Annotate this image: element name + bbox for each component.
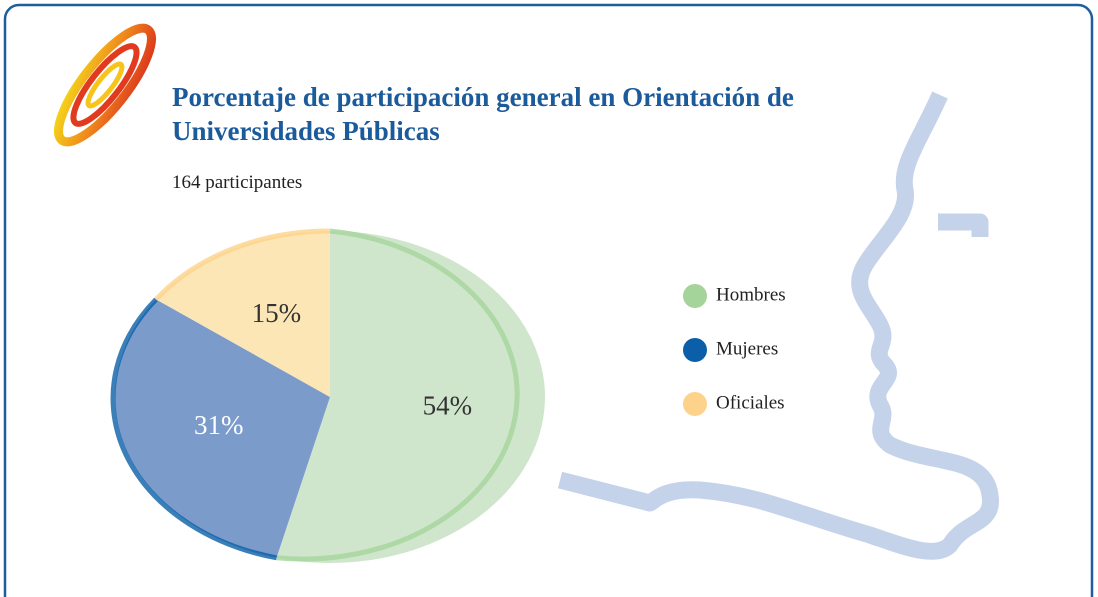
legend-swatch bbox=[683, 392, 707, 416]
chart-subtitle: 164 participantes bbox=[172, 172, 302, 194]
profile-drawing bbox=[560, 95, 991, 551]
value-label: 31% bbox=[194, 410, 244, 440]
chart-title: Porcentaje de participación general en O… bbox=[172, 80, 862, 148]
pie: 54% 31% 15% bbox=[113, 231, 545, 563]
value-label: 15% bbox=[252, 298, 302, 328]
legend-label: Oficiales bbox=[716, 392, 785, 413]
legend: Hombres Mujeres Oficiales bbox=[683, 284, 786, 416]
logo bbox=[45, 16, 166, 153]
value-label: 54% bbox=[423, 391, 473, 421]
legend-label: Mujeres bbox=[716, 338, 778, 359]
legend-label: Hombres bbox=[716, 284, 786, 305]
legend-swatch bbox=[683, 338, 707, 362]
legend-swatch bbox=[683, 284, 707, 308]
page: 54% 31% 15% Hombres Mujeres Oficiales Porcen… bbox=[0, 0, 1098, 597]
